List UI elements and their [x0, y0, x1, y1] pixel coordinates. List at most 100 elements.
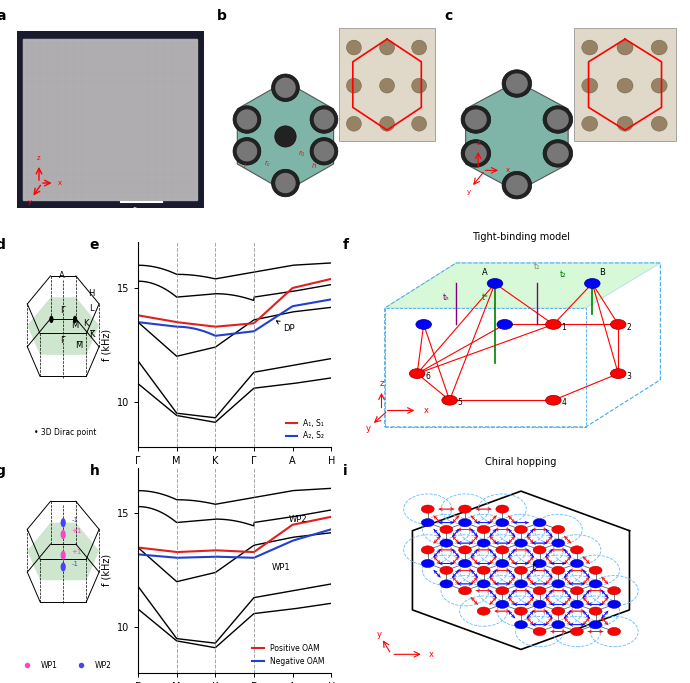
Text: +1: +1 [72, 549, 82, 555]
Polygon shape [385, 263, 660, 308]
Circle shape [552, 607, 564, 615]
Circle shape [477, 566, 490, 574]
Legend: Positive OAM, Negative OAM: Positive OAM, Negative OAM [249, 641, 327, 669]
Circle shape [515, 525, 527, 533]
Circle shape [440, 539, 453, 547]
Circle shape [589, 566, 602, 574]
Circle shape [571, 600, 583, 609]
Circle shape [546, 320, 561, 329]
Circle shape [440, 580, 453, 588]
Text: tₕ: tₕ [443, 293, 450, 302]
Circle shape [237, 109, 257, 130]
Text: d: d [0, 238, 5, 252]
Circle shape [533, 559, 546, 568]
Circle shape [533, 518, 546, 527]
Text: -1: -1 [72, 516, 79, 522]
Circle shape [61, 550, 66, 559]
Circle shape [571, 546, 583, 554]
Circle shape [412, 79, 426, 93]
Circle shape [461, 106, 491, 133]
Text: L: L [90, 304, 94, 313]
Circle shape [380, 116, 395, 131]
Circle shape [61, 562, 66, 572]
Circle shape [440, 566, 453, 574]
Circle shape [502, 70, 532, 97]
Circle shape [421, 559, 434, 568]
Circle shape [487, 279, 503, 288]
Circle shape [61, 530, 66, 539]
Text: 2: 2 [627, 322, 631, 331]
Text: a: a [0, 10, 6, 23]
Circle shape [533, 600, 546, 609]
Text: K: K [83, 318, 89, 328]
Text: $r_c$: $r_c$ [264, 159, 272, 169]
Text: B: B [599, 268, 604, 277]
Circle shape [617, 116, 633, 131]
Circle shape [421, 505, 434, 513]
Text: WP1: WP1 [271, 563, 290, 572]
Circle shape [582, 40, 598, 55]
Text: y: y [28, 199, 32, 205]
Circle shape [416, 320, 431, 329]
Text: b: b [217, 10, 227, 23]
Text: • 3D Dirac point: • 3D Dirac point [34, 428, 97, 437]
Text: h: h [90, 464, 99, 477]
Circle shape [421, 518, 434, 527]
Circle shape [380, 79, 395, 93]
Circle shape [421, 546, 434, 554]
Bar [339, 29, 435, 141]
Circle shape [582, 116, 598, 131]
Circle shape [506, 73, 528, 94]
Text: g: g [0, 464, 5, 477]
Text: f: f [343, 238, 348, 252]
Circle shape [584, 279, 600, 288]
Circle shape [515, 580, 527, 588]
Text: Γ: Γ [60, 336, 64, 345]
Text: tᵇ: tᵇ [482, 293, 489, 302]
Legend: WP1, WP2: WP1, WP2 [17, 658, 115, 673]
Text: $l$: $l$ [243, 161, 246, 170]
Circle shape [515, 607, 527, 615]
Circle shape [582, 79, 598, 93]
Circle shape [552, 621, 564, 629]
Text: y: y [377, 630, 382, 639]
Y-axis label: f (kHz): f (kHz) [101, 329, 111, 361]
Circle shape [459, 587, 471, 595]
Text: -1: -1 [72, 561, 79, 567]
Circle shape [515, 566, 527, 574]
Circle shape [651, 116, 667, 131]
Circle shape [617, 79, 633, 93]
Circle shape [461, 139, 491, 167]
Circle shape [412, 116, 426, 131]
Circle shape [314, 109, 334, 130]
Text: WP2: WP2 [288, 516, 307, 525]
Text: 5: 5 [457, 398, 462, 407]
Title: Chiral hopping: Chiral hopping [485, 457, 557, 467]
Circle shape [589, 621, 602, 629]
Circle shape [272, 169, 299, 197]
Y-axis label: f (kHz): f (kHz) [101, 554, 111, 587]
Circle shape [533, 546, 546, 554]
Circle shape [496, 559, 509, 568]
Circle shape [502, 171, 532, 199]
Circle shape [346, 116, 362, 131]
Text: x: x [57, 180, 61, 186]
Circle shape [409, 369, 425, 378]
Text: 3: 3 [627, 372, 631, 380]
Text: z: z [37, 155, 41, 161]
Circle shape [412, 40, 426, 55]
Text: A: A [482, 268, 488, 277]
Circle shape [272, 74, 299, 102]
Circle shape [571, 628, 583, 636]
Circle shape [477, 525, 490, 533]
Text: y: y [365, 424, 371, 434]
Text: $t_c$: $t_c$ [531, 560, 540, 574]
Circle shape [477, 539, 490, 547]
Text: $r_0$: $r_0$ [298, 148, 306, 158]
Text: H: H [88, 289, 94, 298]
Circle shape [611, 320, 626, 329]
Circle shape [275, 78, 296, 98]
Circle shape [459, 505, 471, 513]
Circle shape [496, 505, 509, 513]
Text: i: i [343, 464, 347, 477]
